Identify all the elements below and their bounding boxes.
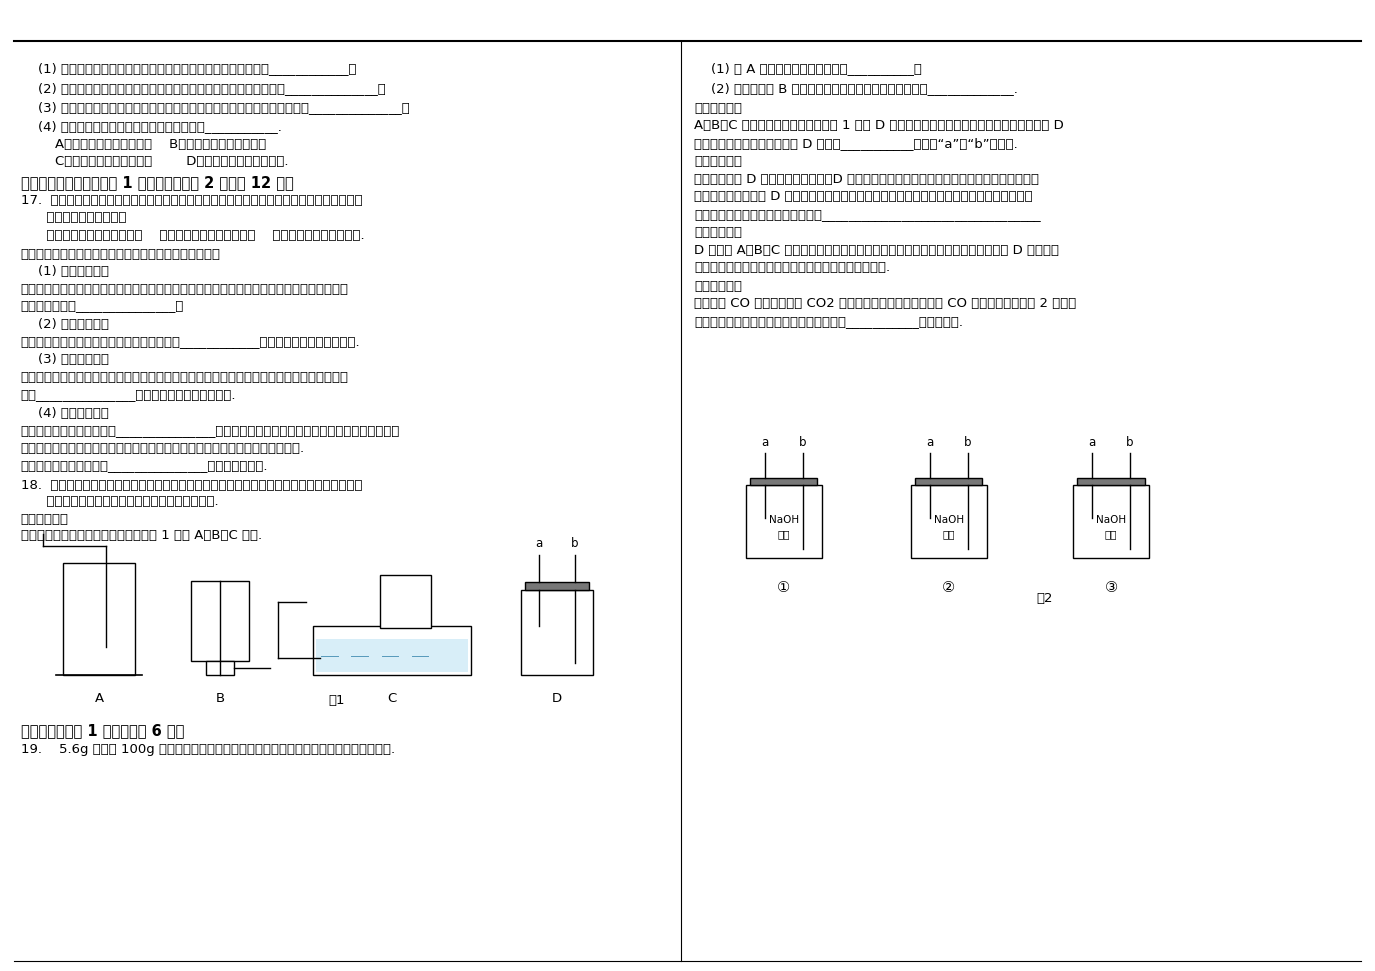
Text: 要特别注意导管口在瓶中的位置，分析气体的进出方向.: 要特别注意导管口在瓶中的位置，分析气体的进出方向. <box>694 261 891 274</box>
Text: NaOH: NaOH <box>1096 515 1126 525</box>
Text: ①: ① <box>777 580 791 594</box>
Text: a: a <box>535 537 543 551</box>
Text: (2) 小杰的方案：: (2) 小杰的方案： <box>21 318 109 330</box>
Text: 溶液: 溶液 <box>942 529 956 539</box>
Text: 取样，向样品中加入足量的稀盐酸，观察到有____________产生，结论：假设一不成立.: 取样，向样品中加入足量的稀盐酸，观察到有____________产生，结论：假设… <box>21 335 360 348</box>
Text: (2) 某气体可用 B 装置收集，则该气体具有的物理性质是_____________.: (2) 某气体可用 B 装置收集，则该气体具有的物理性质是___________… <box>694 82 1019 94</box>
Text: D 装置与 A、B、C 三套装置比较，用途更多，能帮助我们完成更多的实验，在使用 D 装置时，: D 装置与 A、B、C 三套装置比较，用途更多，能帮助我们完成更多的实验，在使用… <box>694 244 1059 256</box>
Text: B: B <box>216 692 224 705</box>
Text: 学们提出了如下假设：: 学们提出了如下假设： <box>21 211 126 223</box>
Text: 取样，向样品中滴加几滴酟酸溶液，溶液变红，结论：假设一成立，小杰和小喜认为她的结论: 取样，向样品中滴加几滴酟酸溶液，溶液变红，结论：假设一成立，小杰和小喜认为她的结… <box>21 283 349 295</box>
Text: 合物过滤，向所得滤液中滴加几滴无色酟酸溶液，溶液变红，结论：假设二成立.: 合物过滤，向所得滤液中滴加几滴无色酟酸溶液，溶液变红，结论：假设二成立. <box>21 442 305 454</box>
Text: ②: ② <box>942 580 956 594</box>
Text: 装置中装满水，然后将氢气从 D 装置的___________口（填“a”或“b”）通入.: 装置中装满水，然后将氢气从 D 装置的___________口（填“a”或“b”… <box>694 137 1018 150</box>
Text: b: b <box>799 436 806 449</box>
Bar <box>312 626 470 675</box>
Text: a: a <box>762 436 769 449</box>
Text: a: a <box>927 436 934 449</box>
Text: 【拓展应用】: 【拓展应用】 <box>694 280 742 292</box>
Text: a: a <box>1089 436 1096 449</box>
Bar <box>916 478 982 485</box>
Text: 图1: 图1 <box>329 694 345 707</box>
Text: 18.  某化学兴趣小组的同学们，在深入研究气体收集装置时，做如下探究记录，请你在文中横: 18. 某化学兴趣小组的同学们，在深入研究气体收集装置时，做如下探究记录，请你在… <box>21 479 362 491</box>
Text: (4) 小敏的方案：: (4) 小敏的方案： <box>21 407 109 419</box>
Text: 【分析归纳】: 【分析归纳】 <box>694 226 742 239</box>
Text: 【迁移运用】: 【迁移运用】 <box>694 155 742 168</box>
Bar <box>63 563 135 675</box>
Text: (3) 铝的金属活动性比铁强，但生活中常在铁制品的表面涂上铝粉，原因是______________；: (3) 铝的金属活动性比铁强，但生活中常在铁制品的表面涂上铝粉，原因是_____… <box>21 101 410 114</box>
Text: b: b <box>1126 436 1133 449</box>
Text: D: D <box>551 692 562 705</box>
Text: 反思：氮氧化钓溶液应该_______________保存，以防变质.: 反思：氮氧化钓溶液应该_______________保存，以防变质. <box>21 459 268 472</box>
Text: C: C <box>388 692 396 705</box>
Text: 为了确定哪种假设成立，同学们设计并完成了如下实验：: 为了确定哪种假设成立，同学们设计并完成了如下实验： <box>21 248 220 260</box>
Text: b: b <box>571 537 579 551</box>
Bar <box>315 639 468 672</box>
Text: 取样，向样品中加入足量的_______________溶液，充分反应后，有白色沉淠生成，将反应后的混: 取样，向样品中加入足量的_______________溶液，充分反应后，有白色沉… <box>21 424 400 437</box>
Text: A、B、C 三种收集装置，均可用如图 1 中的 D 装置代替，例如：用排水法收集氢气，可先在 D: A、B、C 三种收集装置，均可用如图 1 中的 D 装置代替，例如：用排水法收集… <box>694 119 1064 132</box>
Text: 19.    5.6g 铁粉与 100g 某硫酸铜溶液恰好完全反应，求这种硫酸铜溶液中溶质的质量分数.: 19. 5.6g 铁粉与 100g 某硫酸铜溶液恰好完全反应，求这种硫酸铜溶液中… <box>21 743 395 755</box>
Text: (2) 銀的导电性比铜的好，但是电线一般用铜制而不用銀制的原因是______________；: (2) 銀的导电性比铜的好，但是电线一般用铜制而不用銀制的原因是________… <box>21 82 385 94</box>
Text: (1) 用铁锅炒菜做饭，可以补充人体所需的铁元素，缺铁会引起____________；: (1) 用铁锅炒菜做饭，可以补充人体所需的铁元素，缺铁会引起__________… <box>21 62 356 75</box>
Text: 溶液: 溶液 <box>777 529 791 539</box>
Text: NaOH: NaOH <box>769 515 799 525</box>
Text: 假设一：该溶液没有变质；    假设二：该溶液部分变质；    假设三：该溶液全部变质.: 假设一：该溶液没有变质； 假设二：该溶液部分变质； 假设三：该溶液全部变质. <box>21 229 364 242</box>
Bar <box>1072 485 1148 558</box>
Text: 取样，向样品中加入足量的氮氧化钓溶液，观察到有白色沉淠产生，请写出有关反应的化学方: 取样，向样品中加入足量的氮氧化钓溶液，观察到有白色沉淠产生，请写出有关反应的化学… <box>21 371 349 384</box>
Text: (4) 下列有关保护金属资源的说法中合理的是___________.: (4) 下列有关保护金属资源的说法中合理的是___________. <box>21 120 282 133</box>
Text: ③: ③ <box>1104 580 1118 594</box>
Text: C、铁生锈后没有回收价值        D、用塑料代替金属做水管.: C、铁生锈后没有回收价值 D、用塑料代替金属做水管. <box>21 155 289 168</box>
Text: (3) 小喜的方案：: (3) 小喜的方案： <box>21 353 109 366</box>
Text: (1) 用 A 装置收集气体的方法叫做__________；: (1) 用 A 装置收集气体的方法叫做__________； <box>694 62 923 75</box>
Text: 的杂质等，例如：在 D 装置中加入足量的氮氧化钓溶液，可以除去氢气中混有的氯化氢气体，: 的杂质等，例如：在 D 装置中加入足量的氮氧化钓溶液，可以除去氢气中混有的氯化氢… <box>694 190 1033 203</box>
Text: A、常用水清洗铁制品表面    B、不顾国家的利益乱采矿: A、常用水清洗铁制品表面 B、不顾国家的利益乱采矿 <box>21 138 265 151</box>
Text: 【探索发现】: 【探索发现】 <box>694 102 742 115</box>
Bar <box>191 581 249 661</box>
Text: NaOH: NaOH <box>934 515 964 525</box>
Text: 【知识回顾】: 【知识回顾】 <box>21 513 69 525</box>
Text: 线上填写适当的内容，跟他们一起完成探究记录.: 线上填写适当的内容，跟他们一起完成探究记录. <box>21 495 219 508</box>
Bar <box>910 485 987 558</box>
Bar <box>521 590 593 675</box>
Text: b: b <box>964 436 971 449</box>
Text: 五、解答题（共 1 小题，满分 6 分）: 五、解答题（共 1 小题，满分 6 分） <box>21 723 184 738</box>
Text: (1) 小玉的方案：: (1) 小玉的方案： <box>21 265 109 278</box>
Text: 溶液: 溶液 <box>1104 529 1118 539</box>
Text: 同学们在研究 D 装置的用途时发现，D 装置不仅能用于收集气体，还可以用于除去某些气体中: 同学们在研究 D 装置的用途时发现，D 装置不仅能用于收集气体，还可以用于除去某… <box>694 173 1040 185</box>
Text: A: A <box>95 692 103 705</box>
Bar <box>751 478 817 485</box>
Text: 17.  小山同学发现，上个月做实验用的氮氧化钓溶液忘记了盖瓶盖，对于该溶液是否变质，同: 17. 小山同学发现，上个月做实验用的氮氧化钓溶液忘记了盖瓶盖，对于该溶液是否变… <box>21 194 362 207</box>
Text: 其反应原理可用化学方程式表示为：_________________________________: 其反应原理可用化学方程式表示为：________________________… <box>694 208 1041 220</box>
Text: 图2: 图2 <box>1037 592 1053 605</box>
Bar <box>745 485 822 558</box>
Bar <box>525 583 588 590</box>
Text: 若要除去 CO 气体中混有的 CO2 气体，同时收集到比较纯净的 CO 气体，请仅从如图 2 中选择: 若要除去 CO 气体中混有的 CO2 气体，同时收集到比较纯净的 CO 气体，请… <box>694 297 1077 310</box>
Bar <box>381 575 430 628</box>
Text: 不正确，原因是_______________．: 不正确，原因是_______________． <box>21 299 184 312</box>
Text: 程式_______________，她得出与小杰相同的结论.: 程式_______________，她得出与小杰相同的结论. <box>21 388 236 401</box>
Text: 四、实验与探究题（每空 1 分，化学方程式 2 分，共 12 分）: 四、实验与探究题（每空 1 分，化学方程式 2 分，共 12 分） <box>21 175 293 189</box>
Text: 一套最佳装置，完成上述实验，你的选择是___________（填序号）.: 一套最佳装置，完成上述实验，你的选择是___________（填序号）. <box>694 315 964 327</box>
Bar <box>1078 478 1145 485</box>
Bar <box>206 661 234 675</box>
Text: 初中常用的气体收集装置有三种，如图 1 中的 A、B、C 所示.: 初中常用的气体收集装置有三种，如图 1 中的 A、B、C 所示. <box>21 529 261 542</box>
